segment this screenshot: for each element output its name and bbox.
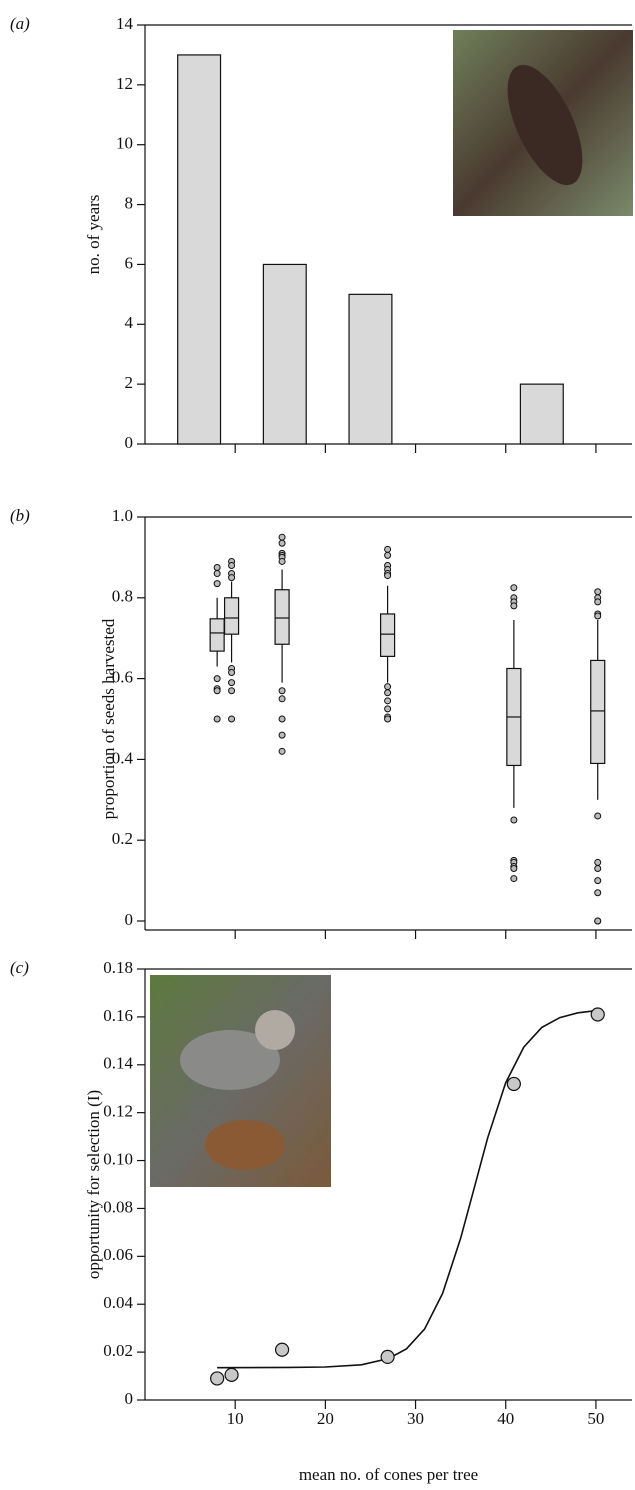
y-axis-label: no. of years bbox=[84, 195, 103, 275]
outlier bbox=[594, 612, 602, 620]
outlier bbox=[278, 715, 286, 723]
outlier bbox=[594, 864, 602, 872]
outlier bbox=[213, 687, 221, 695]
outlier bbox=[228, 669, 236, 677]
outlier bbox=[510, 864, 518, 872]
outlier bbox=[228, 574, 236, 582]
outlier bbox=[594, 877, 602, 885]
outlier bbox=[213, 715, 221, 723]
y-tick-label: 0.04 bbox=[103, 1293, 133, 1312]
y-tick-label: 0.16 bbox=[103, 1006, 133, 1025]
y-tick-label: 8 bbox=[125, 193, 134, 212]
bar bbox=[519, 383, 564, 445]
outlier bbox=[213, 675, 221, 683]
point bbox=[380, 1349, 395, 1365]
y-tick-label: 12 bbox=[116, 74, 133, 93]
outlier bbox=[228, 679, 236, 687]
y-tick-label: 0.08 bbox=[103, 1197, 133, 1216]
box bbox=[209, 618, 225, 652]
y-tick-label: 0.2 bbox=[112, 829, 133, 848]
y-tick-label: 2 bbox=[125, 373, 134, 392]
y-tick-label: 0.4 bbox=[112, 748, 134, 767]
bar bbox=[348, 293, 393, 445]
y-tick-label: 0.14 bbox=[103, 1054, 133, 1073]
outlier bbox=[510, 816, 518, 824]
outlier bbox=[278, 687, 286, 695]
outlier bbox=[228, 715, 236, 723]
y-tick-label: 10 bbox=[116, 134, 133, 153]
outlier bbox=[594, 889, 602, 897]
y-tick-label: 0.06 bbox=[103, 1245, 133, 1264]
panel-label: (b) bbox=[10, 506, 30, 525]
outlier bbox=[213, 570, 221, 578]
outlier bbox=[278, 747, 286, 755]
outlier bbox=[278, 557, 286, 565]
x-tick-label: 50 bbox=[587, 1409, 604, 1428]
x-tick-label: 10 bbox=[227, 1409, 244, 1428]
outlier bbox=[278, 731, 286, 739]
y-tick-label: 0.12 bbox=[103, 1102, 133, 1121]
y-tick-label: 0.02 bbox=[103, 1341, 133, 1360]
outlier bbox=[228, 561, 236, 569]
y-tick-label: 4 bbox=[125, 313, 134, 332]
y-tick-label: 0.10 bbox=[103, 1149, 133, 1168]
x-tick-label: 30 bbox=[407, 1409, 424, 1428]
y-axis-label: proportion of seeds harvested bbox=[99, 618, 118, 819]
outlier bbox=[384, 551, 392, 559]
point bbox=[590, 1007, 605, 1022]
y-tick-label: 1.0 bbox=[112, 506, 133, 525]
y-tick-label: 0.6 bbox=[112, 668, 133, 687]
outlier bbox=[384, 572, 392, 580]
outlier bbox=[384, 697, 392, 705]
box bbox=[590, 659, 606, 765]
point bbox=[274, 1342, 290, 1357]
outlier bbox=[278, 695, 286, 703]
outlier bbox=[384, 689, 392, 697]
y-tick-label: 0 bbox=[125, 1389, 134, 1408]
outlier bbox=[594, 812, 602, 820]
y-tick-label: 0 bbox=[125, 433, 134, 452]
y-tick-label: 0.8 bbox=[112, 587, 133, 606]
outlier bbox=[594, 598, 602, 606]
outlier bbox=[384, 715, 392, 723]
outlier bbox=[384, 705, 392, 713]
outlier bbox=[213, 580, 221, 588]
point bbox=[506, 1076, 521, 1092]
pine-cone-photo bbox=[453, 30, 633, 216]
y-axis-label: opportunity for selection (I) bbox=[84, 1090, 103, 1279]
bird-photo bbox=[150, 975, 331, 1187]
outlier bbox=[510, 602, 518, 610]
outlier bbox=[594, 917, 602, 925]
outlier bbox=[384, 545, 392, 553]
outlier bbox=[594, 588, 602, 596]
outlier bbox=[228, 687, 236, 695]
y-tick-label: 0.18 bbox=[103, 958, 133, 977]
y-tick-label: 14 bbox=[116, 14, 134, 33]
y-tick-label: 0 bbox=[125, 910, 134, 929]
x-tick-label: 20 bbox=[317, 1409, 334, 1428]
x-axis-label: mean no. of cones per tree bbox=[299, 1465, 478, 1484]
panel-label: (c) bbox=[10, 958, 29, 977]
box bbox=[274, 589, 290, 645]
outlier bbox=[278, 533, 286, 541]
panel-label: (a) bbox=[10, 14, 30, 33]
outlier bbox=[594, 858, 602, 866]
fit-curve bbox=[217, 1009, 598, 1369]
bar bbox=[177, 54, 222, 445]
outlier bbox=[510, 584, 518, 592]
point bbox=[224, 1367, 239, 1382]
box bbox=[379, 613, 396, 657]
x-tick-label: 40 bbox=[497, 1409, 514, 1428]
bar bbox=[262, 263, 307, 445]
y-tick-label: 6 bbox=[125, 253, 134, 272]
outlier bbox=[510, 875, 518, 883]
outlier bbox=[384, 683, 392, 691]
outlier bbox=[213, 564, 221, 571]
point bbox=[210, 1371, 225, 1386]
box bbox=[223, 597, 240, 635]
outlier bbox=[278, 539, 286, 547]
